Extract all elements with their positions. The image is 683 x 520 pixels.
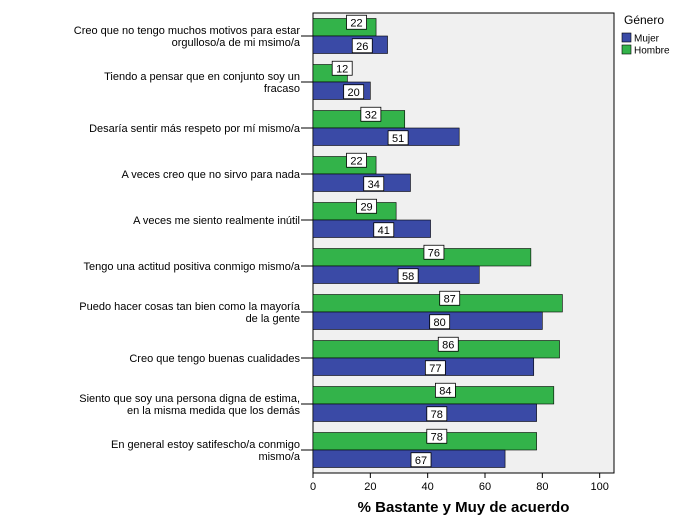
category-label-6-line1: de la gente xyxy=(246,313,300,325)
data-label-mujer-1: 20 xyxy=(348,87,360,99)
legend-swatch-mujer xyxy=(621,32,632,43)
data-label-box-hombre-8 xyxy=(434,382,456,398)
data-label-hombre-6: 87 xyxy=(444,293,456,305)
x-tick-label-80: 80 xyxy=(536,481,548,493)
data-label-hombre-3: 22 xyxy=(350,155,362,167)
x-tick-label-100: 100 xyxy=(590,481,608,493)
data-label-mujer-0: 26 xyxy=(356,41,368,53)
data-label-box-hombre-7 xyxy=(437,336,459,352)
data-label-box-mujer-1 xyxy=(343,84,365,100)
bar-mujer-0 xyxy=(312,35,388,54)
bar-hombre-5 xyxy=(312,248,532,267)
data-label-box-mujer-9 xyxy=(410,452,432,468)
data-label-box-mujer-3 xyxy=(363,176,385,192)
category-label-9-line0: En general estoy satifescho/a conmigo xyxy=(111,439,300,451)
data-label-mujer-9: 67 xyxy=(415,455,427,467)
data-label-box-mujer-7 xyxy=(424,360,446,376)
category-label-4: A veces me siento realmente inútil xyxy=(133,215,300,227)
data-label-box-mujer-2 xyxy=(387,130,409,146)
category-label-1-line0: Tiendo a pensar que en conjunto soy un xyxy=(104,71,300,83)
bar-hombre-6 xyxy=(312,294,563,313)
data-label-box-hombre-6 xyxy=(439,290,461,306)
data-label-box-mujer-5 xyxy=(397,268,419,284)
bar-mujer-7 xyxy=(312,357,535,376)
x-axis-title: % Bastante y Muy de acuerdo xyxy=(358,499,570,516)
bar-mujer-3 xyxy=(312,173,411,192)
category-label-3: A veces creo que no sirvo para nada xyxy=(121,169,300,181)
category-label-8-line0: Siento que soy una persona digna de esti… xyxy=(79,393,300,405)
bar-hombre-9 xyxy=(312,432,537,451)
data-label-box-mujer-6 xyxy=(429,314,451,330)
bar-hombre-8 xyxy=(312,386,555,405)
x-tick-label-60: 60 xyxy=(479,481,491,493)
legend-swatch-hombre xyxy=(621,44,632,55)
data-label-mujer-2: 51 xyxy=(392,133,404,145)
data-label-mujer-6: 80 xyxy=(434,317,446,329)
category-label-8-line1: en la misma medida que los demás xyxy=(127,405,301,417)
data-label-box-hombre-3 xyxy=(346,152,367,168)
data-label-hombre-4: 29 xyxy=(360,201,372,213)
data-label-hombre-5: 76 xyxy=(428,247,440,259)
bar-mujer-6 xyxy=(312,311,543,330)
data-label-hombre-1: 12 xyxy=(336,63,348,75)
legend-title: Género xyxy=(624,13,664,27)
data-label-box-mujer-8 xyxy=(426,406,448,422)
category-label-7: Creo que tengo buenas cualidades xyxy=(129,353,300,365)
data-label-mujer-3: 34 xyxy=(368,179,380,191)
x-tick-label-40: 40 xyxy=(422,481,434,493)
data-label-box-hombre-5 xyxy=(423,244,445,260)
legend-label-hombre: Hombre xyxy=(634,46,670,57)
data-label-mujer-7: 77 xyxy=(429,363,441,375)
bar-hombre-7 xyxy=(312,340,560,359)
data-label-box-mujer-4 xyxy=(373,222,395,238)
bar-mujer-8 xyxy=(312,403,537,422)
bar-mujer-2 xyxy=(312,127,460,146)
data-label-box-hombre-9 xyxy=(426,428,448,444)
x-tick-label-20: 20 xyxy=(364,481,376,493)
data-label-mujer-4: 41 xyxy=(378,225,390,237)
category-label-1-line1: fracaso xyxy=(264,83,300,95)
bar-mujer-9 xyxy=(312,449,506,468)
category-label-5: Tengo una actitud positiva conmigo mismo… xyxy=(84,261,301,273)
data-label-hombre-9: 78 xyxy=(431,431,443,443)
category-label-6-line0: Puedo hacer cosas tan bien como la mayor… xyxy=(79,301,301,313)
legend-label-mujer: Mujer xyxy=(634,34,660,45)
x-tick-label-0: 0 xyxy=(310,481,316,493)
data-label-hombre-2: 32 xyxy=(365,109,377,121)
data-label-box-hombre-2 xyxy=(360,106,382,122)
bar-mujer-5 xyxy=(312,265,480,284)
data-label-mujer-8: 78 xyxy=(431,409,443,421)
category-label-0-line0: Creo que no tengo muchos motivos para es… xyxy=(74,25,301,37)
data-label-box-hombre-4 xyxy=(356,198,377,214)
data-label-hombre-0: 22 xyxy=(350,17,362,29)
category-label-2: Desaría sentir más respeto por mí mismo/… xyxy=(89,123,301,135)
category-label-0-line1: orgulloso/a de mi msimo/a xyxy=(172,37,301,49)
data-label-hombre-8: 84 xyxy=(439,385,451,397)
data-label-box-hombre-1 xyxy=(331,60,353,76)
data-label-box-hombre-0 xyxy=(346,14,367,30)
data-label-mujer-5: 58 xyxy=(402,271,414,283)
data-label-box-mujer-0 xyxy=(351,38,373,54)
category-label-9-line1: mismo/a xyxy=(258,451,300,463)
bar-hombre-4 xyxy=(312,202,397,221)
data-label-hombre-7: 86 xyxy=(442,339,454,351)
bar-hombre-2 xyxy=(312,110,406,129)
bar-mujer-4 xyxy=(312,219,431,238)
